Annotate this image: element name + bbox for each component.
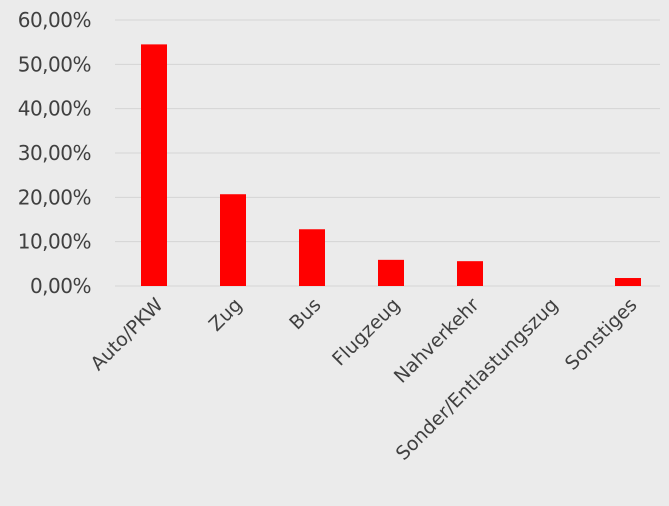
x-category-label: Zug bbox=[205, 294, 247, 336]
y-axis-tick-labels: 0,00% 10,00% 20,00% 30,00% 40,00% 50,00% 60,00… bbox=[18, 8, 92, 298]
x-category-label: Bus bbox=[285, 294, 325, 334]
y-tick-label: 10,00% bbox=[18, 230, 91, 254]
bar-bus bbox=[299, 229, 325, 286]
x-category-label: Auto/PKW bbox=[87, 294, 168, 375]
x-category-label: Sonstiges bbox=[561, 294, 642, 375]
bar-zug bbox=[220, 194, 246, 286]
x-category-label: Sonder/Entlastungszug bbox=[392, 294, 563, 465]
y-tick-label: 20,00% bbox=[18, 185, 91, 209]
x-category-label: Flugzeug bbox=[328, 294, 404, 370]
gridlines bbox=[115, 19, 660, 287]
y-tick-label: 0,00% bbox=[30, 274, 91, 298]
bar-nahverkehr bbox=[457, 261, 483, 286]
y-tick-label: 40,00% bbox=[18, 97, 91, 121]
bar-auto-pkw bbox=[141, 44, 167, 287]
bar-sonstiges bbox=[615, 278, 641, 286]
bar-flugzeug bbox=[378, 259, 404, 286]
bars bbox=[141, 44, 641, 287]
y-tick-label: 30,00% bbox=[18, 141, 91, 165]
y-tick-label: 60,00% bbox=[18, 8, 91, 32]
y-tick-label: 50,00% bbox=[18, 52, 91, 76]
x-axis-category-labels: Auto/PKW Zug Bus FlugzeugNahverkehrSonder/E… bbox=[87, 294, 642, 465]
